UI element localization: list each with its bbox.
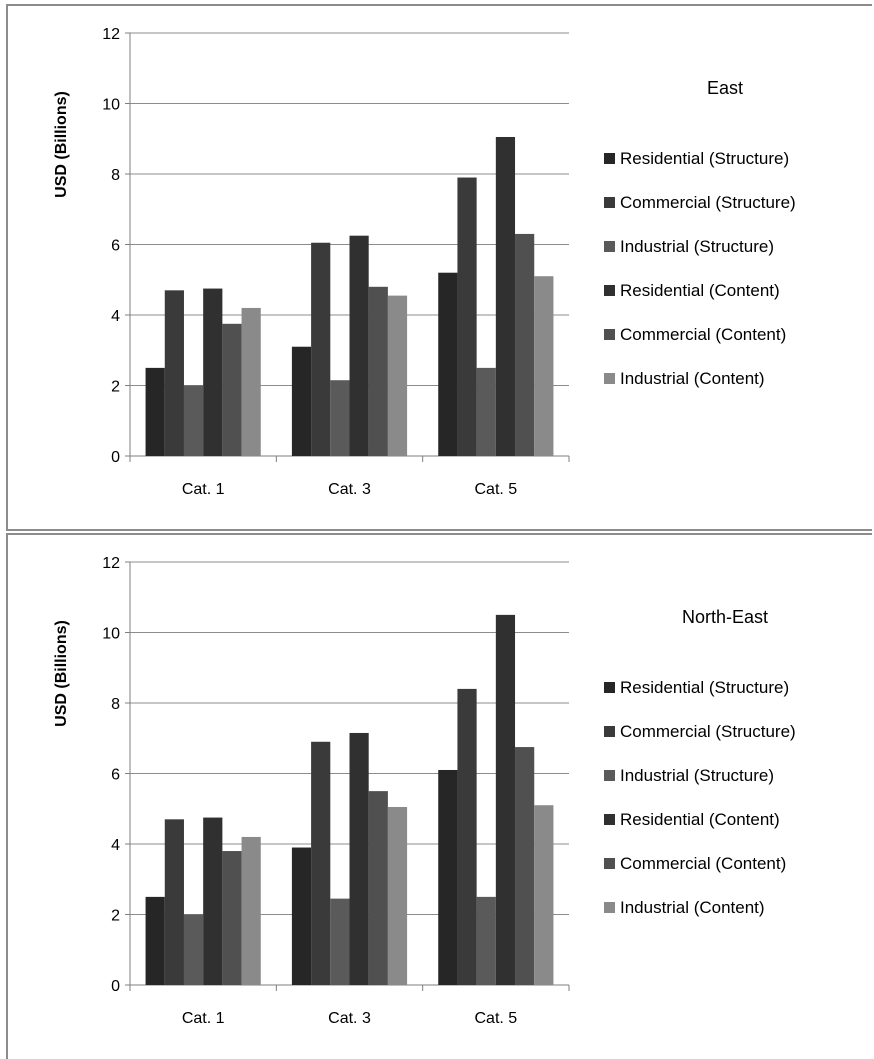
bar [291, 346, 312, 456]
chart-east-svg: 0 2 4 6 8 10 12 Cat. 1 Cat. 3 Cat. 5 USD (Billions… [53, 26, 796, 498]
legend-swatch [604, 197, 615, 208]
legend-label: Residential (Content) [620, 810, 780, 829]
bar [387, 806, 408, 985]
bar [476, 896, 496, 985]
bar [145, 896, 165, 985]
chart-title: North-East [682, 607, 768, 627]
legend-swatch [604, 682, 615, 693]
bar [515, 233, 535, 456]
y-axis-label: USD (Billions) [53, 620, 70, 727]
bar [515, 747, 535, 985]
x-tick-label: Cat. 3 [328, 481, 371, 498]
legend-swatch [604, 241, 615, 252]
x-tick-label: Cat. 5 [474, 1010, 517, 1027]
bar [203, 288, 223, 456]
bar [438, 769, 458, 985]
bar [311, 242, 331, 456]
bar [495, 614, 516, 985]
y-tick-label: 6 [111, 767, 120, 784]
bar [222, 323, 242, 456]
legend-swatch [604, 858, 615, 869]
legend-label: Residential (Structure) [620, 149, 789, 168]
y-tick-label: 2 [111, 908, 120, 925]
legend-swatch [604, 285, 615, 296]
legend-swatch [604, 814, 615, 825]
y-tick-label: 10 [102, 97, 120, 114]
bar [349, 732, 369, 985]
x-tick-label: Cat. 5 [474, 481, 517, 498]
bar [438, 272, 458, 456]
y-tick-label: 2 [111, 379, 120, 396]
legend-swatch [604, 329, 615, 340]
legend-swatch [604, 902, 615, 913]
legend-label: Commercial (Structure) [620, 722, 796, 741]
bar [534, 276, 554, 456]
bar [164, 819, 184, 985]
bar [311, 741, 331, 985]
y-tick-label: 4 [111, 837, 120, 854]
legend-label: Commercial (Structure) [620, 193, 796, 212]
legend-label: Industrial (Structure) [620, 766, 774, 785]
legend-swatch [604, 373, 615, 384]
y-tick-label: 8 [111, 696, 120, 713]
y-tick-label: 0 [111, 449, 120, 466]
bar [387, 295, 408, 456]
legend-label: Commercial (Content) [620, 854, 786, 873]
legend-label: Residential (Content) [620, 281, 780, 300]
y-tick-label: 8 [111, 167, 120, 184]
legend-label: Commercial (Content) [620, 325, 786, 344]
y-tick-label: 12 [102, 26, 120, 43]
bar [349, 235, 369, 456]
y-tick-label: 10 [102, 626, 120, 643]
y-tick-label: 0 [111, 978, 120, 995]
bar [164, 290, 184, 456]
x-tick-label: Cat. 1 [182, 1010, 225, 1027]
bar [368, 791, 388, 985]
legend-label: Industrial (Content) [620, 369, 765, 388]
bar [183, 914, 204, 985]
legend-label: Industrial (Structure) [620, 237, 774, 256]
y-tick-label: 6 [111, 238, 120, 255]
bar [222, 851, 242, 985]
chart-panel-east: 0 2 4 6 8 10 12 Cat. 1 Cat. 3 Cat. 5 USD (Billions… [6, 4, 872, 531]
bar [291, 847, 312, 985]
legend-swatch [604, 770, 615, 781]
bar [457, 177, 477, 456]
legend-swatch [604, 726, 615, 737]
bar [241, 307, 261, 456]
bar [183, 385, 204, 456]
bar [203, 817, 223, 985]
x-tick-label: Cat. 1 [182, 481, 225, 498]
chart-title: East [707, 78, 743, 98]
legend-label: Industrial (Content) [620, 898, 765, 917]
y-tick-label: 12 [102, 555, 120, 572]
bar [330, 380, 350, 456]
bar [534, 805, 554, 985]
bar [241, 836, 261, 985]
bar [457, 688, 477, 985]
bar [145, 367, 165, 456]
chart-north-east-svg: 0 2 4 6 8 10 12 Cat. 1 Cat. 3 Cat. 5 USD (Billions… [53, 555, 796, 1027]
x-tick-label: Cat. 3 [328, 1010, 371, 1027]
y-tick-label: 4 [111, 308, 120, 325]
y-axis-label: USD (Billions) [53, 91, 70, 198]
chart-panel-north-east: 0 2 4 6 8 10 12 Cat. 1 Cat. 3 Cat. 5 USD (Billions… [6, 533, 872, 1059]
bar [495, 136, 516, 457]
bar [330, 898, 350, 985]
bar [368, 286, 388, 456]
legend-label: Residential (Structure) [620, 678, 789, 697]
legend-swatch [604, 153, 615, 164]
bar [476, 367, 496, 456]
